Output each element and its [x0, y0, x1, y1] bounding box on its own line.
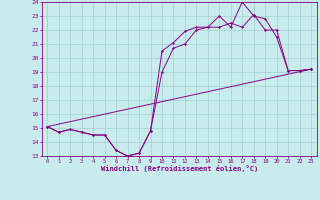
X-axis label: Windchill (Refroidissement éolien,°C): Windchill (Refroidissement éolien,°C)	[100, 165, 258, 172]
